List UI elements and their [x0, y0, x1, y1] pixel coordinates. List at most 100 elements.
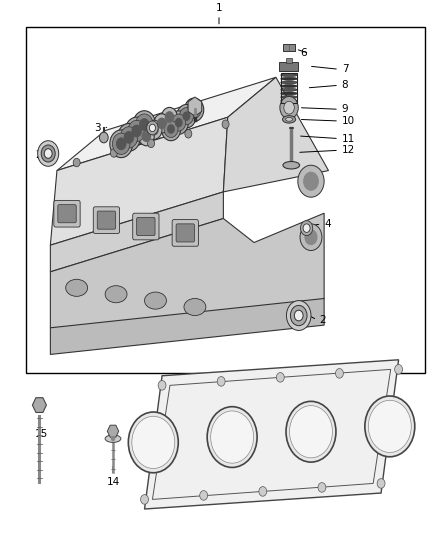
Circle shape [149, 124, 155, 132]
Circle shape [73, 158, 80, 167]
Circle shape [365, 396, 415, 457]
Polygon shape [50, 192, 223, 272]
Text: 12: 12 [342, 146, 355, 155]
Ellipse shape [281, 77, 297, 80]
Circle shape [149, 124, 159, 135]
Text: 7: 7 [342, 64, 348, 74]
Circle shape [139, 118, 149, 131]
Text: 5: 5 [182, 107, 188, 117]
Circle shape [169, 111, 188, 134]
Text: 6: 6 [300, 49, 307, 58]
Circle shape [259, 487, 267, 496]
Bar [286, 58, 292, 63]
Circle shape [41, 145, 55, 162]
Circle shape [190, 105, 198, 115]
Circle shape [395, 365, 403, 374]
FancyBboxPatch shape [54, 200, 80, 227]
Text: 2: 2 [320, 315, 326, 325]
Ellipse shape [105, 286, 127, 303]
Circle shape [162, 108, 177, 126]
Polygon shape [223, 77, 328, 192]
Circle shape [303, 224, 310, 232]
Circle shape [125, 117, 148, 145]
Circle shape [284, 101, 294, 114]
Circle shape [207, 407, 257, 467]
Polygon shape [50, 298, 324, 354]
Circle shape [318, 483, 326, 492]
Circle shape [136, 114, 153, 135]
Circle shape [175, 118, 183, 127]
Circle shape [286, 301, 311, 330]
Circle shape [172, 114, 186, 131]
Circle shape [276, 373, 284, 382]
Circle shape [180, 108, 194, 125]
Circle shape [222, 120, 229, 128]
Circle shape [304, 229, 318, 245]
Ellipse shape [283, 161, 300, 169]
Circle shape [132, 416, 175, 469]
Text: 14: 14 [107, 477, 120, 487]
Ellipse shape [145, 292, 166, 309]
Ellipse shape [281, 81, 297, 84]
Circle shape [128, 412, 178, 473]
Ellipse shape [286, 118, 293, 122]
Ellipse shape [281, 92, 297, 95]
Circle shape [44, 149, 52, 158]
FancyBboxPatch shape [93, 207, 120, 233]
Circle shape [164, 120, 178, 138]
Circle shape [185, 130, 192, 138]
Text: 4: 4 [142, 112, 149, 122]
Text: 11: 11 [342, 134, 355, 143]
Polygon shape [50, 213, 324, 328]
Circle shape [154, 114, 170, 133]
Circle shape [217, 376, 225, 386]
Ellipse shape [281, 99, 297, 102]
Text: 15: 15 [35, 429, 48, 439]
FancyBboxPatch shape [58, 205, 76, 223]
Circle shape [158, 381, 166, 390]
Ellipse shape [281, 74, 297, 77]
Ellipse shape [283, 116, 296, 123]
Circle shape [146, 120, 162, 139]
Circle shape [177, 104, 196, 128]
FancyBboxPatch shape [172, 220, 198, 246]
Circle shape [138, 126, 154, 146]
Circle shape [286, 401, 336, 462]
Circle shape [131, 125, 142, 138]
Circle shape [147, 121, 158, 135]
Circle shape [128, 120, 145, 142]
Circle shape [184, 98, 204, 122]
Text: 13: 13 [390, 430, 403, 439]
Bar [279, 62, 298, 71]
Circle shape [110, 130, 133, 158]
Circle shape [116, 138, 127, 150]
Circle shape [111, 436, 115, 441]
Polygon shape [50, 117, 228, 245]
Text: 10: 10 [342, 116, 355, 126]
Ellipse shape [281, 88, 297, 91]
Circle shape [300, 221, 313, 236]
Bar [281, 74, 297, 102]
Circle shape [336, 369, 343, 378]
Circle shape [157, 117, 166, 129]
Polygon shape [145, 360, 399, 509]
Circle shape [133, 111, 156, 139]
Ellipse shape [281, 95, 297, 99]
Circle shape [141, 130, 151, 142]
Circle shape [124, 131, 134, 144]
FancyBboxPatch shape [176, 224, 194, 242]
Circle shape [298, 165, 324, 197]
Circle shape [148, 139, 155, 148]
Circle shape [211, 411, 254, 463]
Circle shape [377, 479, 385, 488]
Circle shape [161, 117, 180, 141]
Circle shape [280, 96, 298, 119]
Circle shape [165, 111, 174, 123]
Circle shape [99, 132, 108, 143]
Circle shape [141, 495, 148, 504]
Circle shape [38, 141, 59, 166]
Ellipse shape [281, 85, 297, 87]
Text: 2: 2 [35, 150, 42, 159]
Circle shape [290, 406, 332, 458]
Circle shape [294, 310, 303, 321]
